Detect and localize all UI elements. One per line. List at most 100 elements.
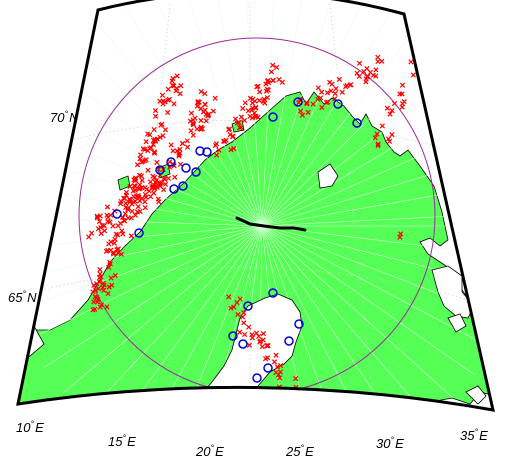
x-mark-icon (92, 294, 98, 300)
x-mark-icon (128, 233, 134, 239)
circle-marker-icon (155, 165, 165, 175)
x-mark-icon (333, 86, 339, 92)
x-mark-icon (174, 73, 180, 79)
x-mark-icon (176, 153, 182, 159)
x-mark-icon (177, 91, 183, 97)
lon-label-25: 25°E (285, 443, 314, 459)
x-mark-icon (107, 259, 113, 265)
x-mark-icon (230, 133, 236, 139)
x-mark-icon (177, 146, 183, 153)
sight-line (261, 0, 308, 227)
circle-marker-icon (238, 339, 248, 349)
x-mark-icon (332, 90, 338, 97)
x-mark-icon (134, 209, 141, 215)
x-mark-icon (212, 142, 219, 149)
x-mark-icon (112, 236, 118, 242)
x-mark-icon (212, 95, 218, 101)
x-mark-icon (151, 126, 157, 133)
x-mark-icon (221, 138, 227, 144)
x-mark-icon (157, 181, 163, 187)
x-mark-icon (389, 132, 395, 138)
x-mark-icon (155, 196, 161, 202)
x-mark-icon (397, 234, 403, 240)
x-mark-icon (228, 147, 234, 153)
x-mark-icon (391, 100, 398, 107)
x-mark-icon (198, 88, 204, 95)
x-mark-icon (249, 105, 256, 111)
x-mark-icon (93, 287, 99, 293)
x-mark-icon (98, 274, 104, 280)
circle-marker-icon (228, 331, 238, 341)
x-mark-icon (260, 331, 267, 337)
x-mark-icon (168, 142, 174, 148)
x-mark-icon (112, 272, 118, 279)
x-mark-icon (162, 181, 169, 187)
x-mark-icon (257, 339, 263, 345)
x-mark-icon (117, 201, 124, 207)
x-mark-icon (365, 73, 371, 80)
x-mark-icon (315, 96, 321, 102)
x-mark-icon (162, 127, 169, 133)
x-mark-icon (95, 226, 102, 232)
x-mark-icon (154, 159, 160, 166)
x-mark-icon (237, 329, 243, 335)
x-mark-icon (273, 64, 280, 70)
x-mark-icon (142, 205, 148, 211)
sight-line (74, 45, 263, 227)
x-mark-icon (373, 67, 379, 73)
x-mark-icon (268, 69, 275, 75)
x-mark-icon (129, 201, 135, 207)
x-mark-icon (179, 140, 186, 147)
x-mark-icon (242, 100, 248, 106)
x-mark-icon (190, 121, 196, 127)
x-mark-icon (249, 332, 255, 338)
x-mark-icon (290, 398, 296, 404)
circle-marker-icon (294, 319, 304, 329)
circle-marker-icon (333, 99, 343, 109)
lon-label-15: 15°E (108, 433, 136, 449)
sight-line (18, 225, 263, 311)
circle-marker-icon (263, 363, 273, 373)
x-mark-icon (237, 296, 243, 302)
sight-line (98, 23, 263, 227)
x-mark-icon (263, 81, 269, 87)
x-mark-icon (125, 205, 131, 211)
x-mark-icon (110, 223, 116, 229)
x-mark-icon (305, 109, 311, 116)
sight-line (43, 225, 263, 368)
x-mark-icon (375, 58, 381, 65)
x-mark-icon (277, 363, 284, 369)
x-mark-icon (157, 134, 163, 141)
x-mark-icon (236, 119, 242, 126)
x-mark-icon (257, 89, 263, 95)
x-mark-icon (203, 118, 209, 124)
sight-line (194, 225, 263, 410)
x-mark-icon (270, 77, 276, 83)
x-mark-icon (104, 204, 111, 210)
x-mark-icon (94, 280, 100, 287)
x-mark-icon (317, 95, 324, 101)
x-mark-icon (297, 108, 304, 114)
x-mark-icon (379, 123, 385, 129)
x-mark-icon (122, 211, 128, 217)
x-mark-icon (122, 195, 128, 202)
x-mark-icon (339, 89, 345, 95)
circle-marker-icon (191, 167, 201, 177)
sight-line (181, 0, 263, 227)
x-mark-icon (170, 82, 176, 88)
x-mark-icon (94, 299, 101, 305)
x-mark-icon (198, 117, 204, 124)
x-mark-icon (271, 359, 278, 365)
cross-markers (86, 54, 416, 404)
circle-marker-icon (352, 118, 362, 128)
lon-label-20: 20°E (195, 443, 224, 459)
x-mark-icon (296, 100, 302, 106)
sight-line (84, 225, 263, 410)
x-mark-icon (106, 264, 112, 271)
x-mark-icon (279, 79, 286, 85)
x-mark-icon (202, 91, 208, 97)
x-mark-icon (184, 138, 190, 144)
x-mark-icon (129, 208, 135, 214)
x-mark-icon (304, 101, 310, 107)
